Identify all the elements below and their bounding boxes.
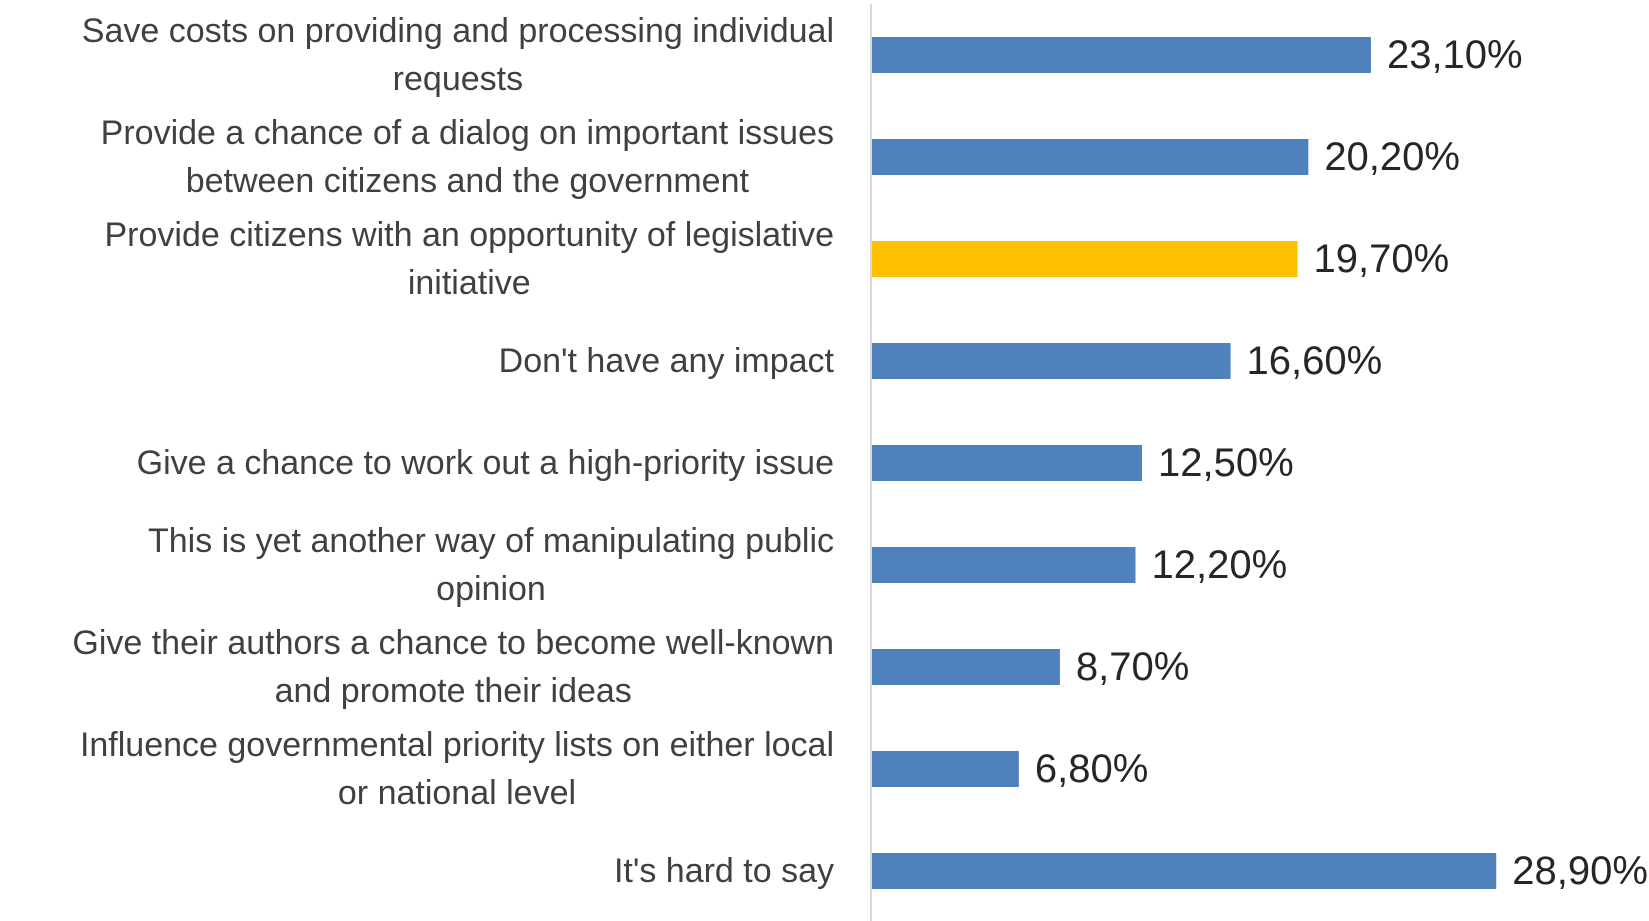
- value-label: 6,80%: [1035, 747, 1148, 791]
- category-label-line: Give their authors a chance to become we…: [72, 624, 834, 662]
- category-label: Provide citizens with an opportunity of …: [105, 216, 835, 302]
- category-label: This is yet another way of manipulating …: [148, 522, 834, 608]
- category-label-line: Influence governmental priority lists on…: [80, 726, 834, 764]
- category-label: Don't have any impact: [499, 342, 835, 380]
- category-label-line: opinion: [436, 570, 546, 608]
- value-label: 16,60%: [1247, 339, 1383, 383]
- category-label-line: It's hard to say: [614, 852, 834, 890]
- category-label: Influence governmental priority lists on…: [80, 726, 834, 812]
- bar: [872, 751, 1019, 787]
- category-label-line: between citizens and the government: [186, 162, 750, 200]
- bar: [872, 445, 1142, 481]
- value-label: 19,70%: [1314, 237, 1450, 281]
- category-label: It's hard to say: [614, 852, 834, 890]
- bar: [872, 547, 1136, 583]
- bars-group: [872, 37, 1497, 889]
- category-label-line: Give a chance to work out a high-priorit…: [137, 444, 834, 482]
- bar: [872, 649, 1060, 685]
- category-label-line: initiative: [408, 264, 531, 302]
- value-label: 8,70%: [1076, 645, 1189, 689]
- category-label-line: requests: [393, 60, 523, 98]
- bar: [872, 139, 1309, 175]
- bar: [872, 853, 1497, 889]
- value-label: 12,50%: [1158, 441, 1294, 485]
- category-label-line: Provide citizens with an opportunity of …: [105, 216, 835, 254]
- category-label: Provide a chance of a dialog on importan…: [101, 114, 834, 200]
- value-label: 23,10%: [1387, 33, 1523, 77]
- category-labels-group: Save costs on providing and processing i…: [72, 12, 834, 890]
- value-label: 20,20%: [1324, 135, 1460, 179]
- category-label: Save costs on providing and processing i…: [82, 12, 834, 98]
- value-label: 28,90%: [1512, 849, 1648, 893]
- category-label-line: or national level: [338, 774, 576, 812]
- category-label-line: Save costs on providing and processing i…: [82, 12, 834, 50]
- bar: [872, 37, 1371, 73]
- value-label: 12,20%: [1152, 543, 1288, 587]
- bar: [872, 343, 1231, 379]
- category-label: Give their authors a chance to become we…: [72, 624, 834, 710]
- category-label-line: This is yet another way of manipulating …: [148, 522, 834, 560]
- bar: [872, 241, 1298, 277]
- category-label-line: and promote their ideas: [275, 672, 632, 710]
- value-labels-group: 23,10% 20,20% 19,70% 16,60% 12,50% 12,20% 8,70…: [1035, 33, 1648, 893]
- category-label-line: Provide a chance of a dialog on importan…: [101, 114, 834, 152]
- category-label: Give a chance to work out a high-priorit…: [137, 444, 834, 482]
- category-label-line: Don't have any impact: [499, 342, 835, 380]
